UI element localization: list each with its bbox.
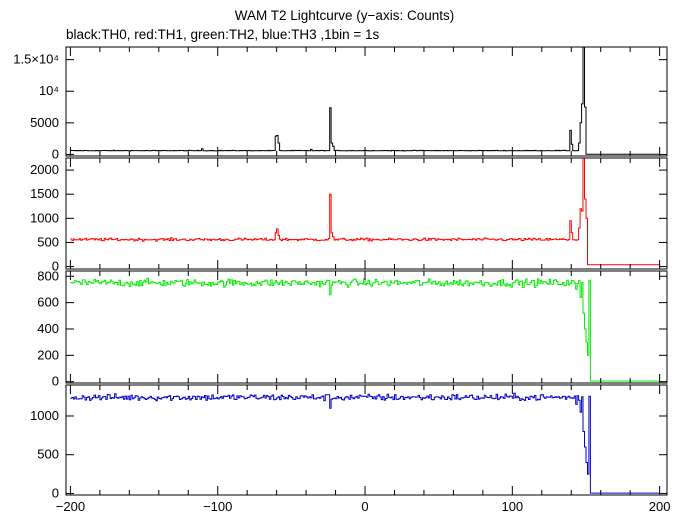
panel-frame-3 (65, 270, 668, 384)
y-tick-label: 800 (37, 268, 59, 283)
y-tick-label: 400 (37, 321, 59, 336)
x-tick-label: 0 (361, 499, 368, 514)
y-tick-label: 0 (52, 374, 59, 389)
x-tick-label: −200 (56, 499, 85, 514)
series-line-th3 (70, 392, 660, 494)
y-tick-label: 5000 (30, 115, 59, 130)
series-line-th2 (70, 277, 660, 382)
y-tick-label: 1000 (30, 210, 59, 225)
x-tick-label: 100 (501, 499, 523, 514)
y-tick-label: 1500 (30, 186, 59, 201)
x-tick-label: −100 (203, 499, 232, 514)
panel-frame-4 (65, 384, 668, 496)
y-tick-label: 500 (37, 447, 59, 462)
y-tick-label: 0 (52, 485, 59, 500)
y-tick-label: 200 (37, 347, 59, 362)
y-tick-label: 0 (52, 146, 59, 161)
y-tick-label: 10⁴ (39, 83, 59, 98)
x-tick-label: 200 (649, 499, 671, 514)
panel-frame-2 (65, 157, 668, 270)
y-tick-label: 1.5×10⁴ (13, 52, 59, 67)
series-line-th1 (70, 157, 660, 266)
y-tick-label: 1000 (30, 408, 59, 423)
y-tick-label: 0 (52, 259, 59, 274)
y-tick-label: 600 (37, 295, 59, 310)
panel-frame-1 (65, 46, 668, 157)
chart-subtitle: black:TH0, red:TH1, green:TH2, blue:TH3 … (66, 27, 380, 42)
series-line-th0 (70, 46, 660, 155)
chart-title: WAM T2 Lightcurve (y−axis: Counts) (234, 8, 455, 23)
y-tick-label: 2000 (30, 162, 59, 177)
y-tick-label: 500 (37, 234, 59, 249)
